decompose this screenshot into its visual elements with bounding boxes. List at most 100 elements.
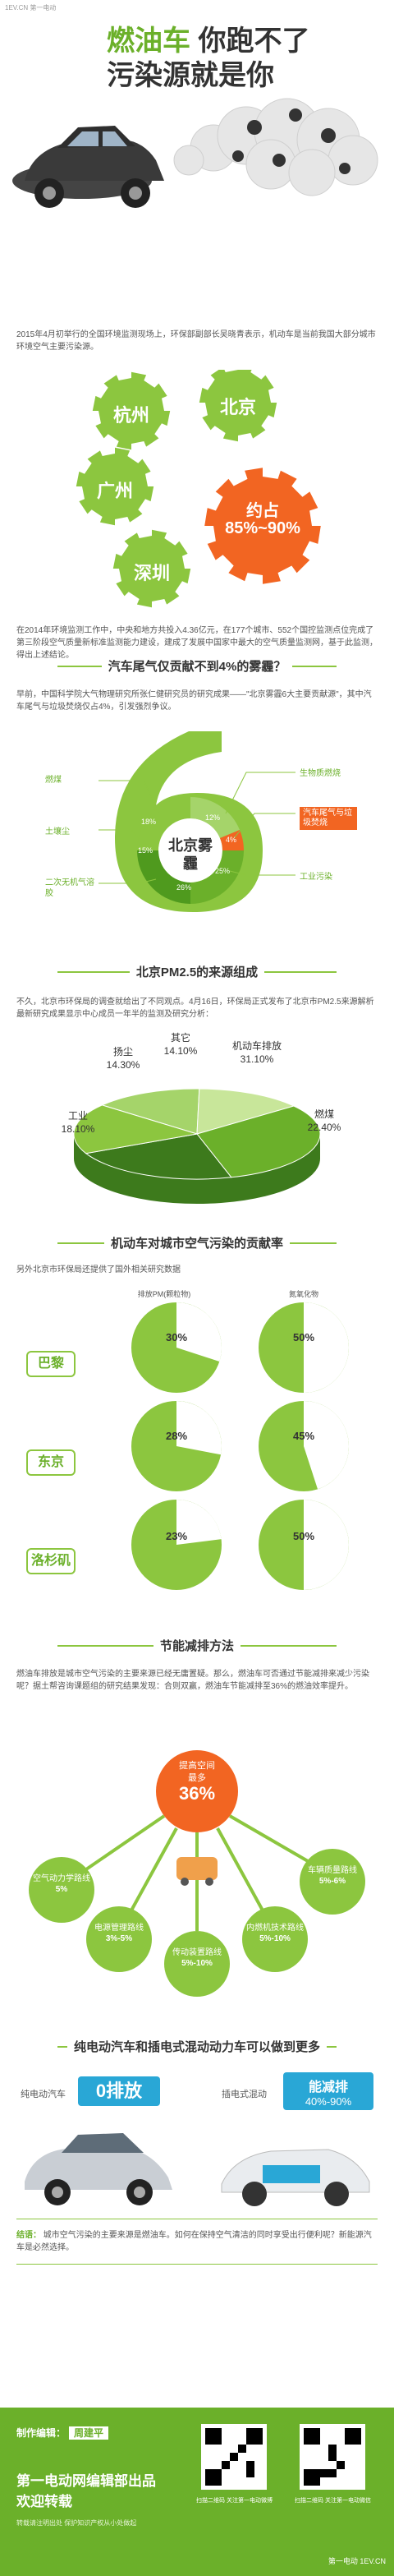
six-label-vehicle: 汽车尾气与垃圾焚烧 bbox=[300, 807, 357, 830]
hero-title-line2: 污染源就是你 bbox=[107, 60, 274, 91]
la-nox-value: 50% bbox=[292, 1530, 315, 1542]
la-pm-value: 23% bbox=[165, 1530, 188, 1542]
tokyo-nox-value: 45% bbox=[292, 1430, 315, 1442]
section4-text: 燃油车排放是城市空气污染的主要来源已经无庸置疑。那么，燃油车可否通过节能减排来减… bbox=[16, 1670, 369, 1691]
ev-label: 纯电动汽车 bbox=[21, 2090, 66, 2099]
col-header-nox: 氮氧化物 bbox=[288, 1290, 318, 1298]
city-label-beijing: 北京 bbox=[219, 398, 256, 418]
gear-shenzhen bbox=[112, 529, 191, 608]
footer: 制作编辑： 周建平 第一电动网编辑部出品 欢迎转载 转载请注明出处 保护知识产权从… bbox=[0, 2408, 394, 2576]
section3-title: 机动车对城市空气污染的贡献率 bbox=[0, 1234, 394, 1251]
six-pct-coal: 18% bbox=[141, 818, 157, 826]
pie-label-industry: 工业 18.10% bbox=[61, 1110, 95, 1135]
pie-pm-1-slice bbox=[176, 1401, 222, 1455]
section1-title: 汽车尾气仅贡献不到4%的雾霾？ bbox=[0, 657, 394, 675]
stats-text: 在2014年环境监测工作中，中央和地方共投入4.36亿元，在177个城市、552… bbox=[16, 626, 378, 660]
energy-saving-diagram bbox=[29, 1750, 365, 1997]
method-weight: 车辆质量路线 5%-6% bbox=[308, 1866, 357, 1886]
pie-label-coal: 燃煤 22.40% bbox=[307, 1108, 341, 1133]
pie-slice bbox=[100, 1088, 200, 1135]
pie-slice bbox=[85, 1133, 232, 1180]
center-sub: 最多 bbox=[188, 1773, 206, 1783]
six-label-coal: 燃煤 bbox=[45, 776, 62, 785]
city-tag-paris: 巴黎 bbox=[26, 1351, 76, 1377]
pie-slice bbox=[196, 1088, 296, 1135]
pie-label-other: 其它 14.10% bbox=[163, 1032, 198, 1057]
summary-box: 结语： 城市空气污染的主要来源是燃油车。如何在保持空气清洁的同时享受出行便利呢？… bbox=[16, 2219, 378, 2265]
six-pct-biomass: 12% bbox=[205, 813, 221, 822]
pie-nox-0-slice bbox=[304, 1302, 349, 1393]
six-label-biomass: 生物质燃烧 bbox=[300, 769, 341, 778]
gear-guangzhou bbox=[76, 447, 154, 526]
hero-title-rest: 你跑不了 bbox=[198, 25, 310, 57]
city-label-guangzhou: 广州 bbox=[96, 482, 133, 502]
about-value: 85%~90% bbox=[225, 519, 300, 537]
summary-text: 城市空气污染的主要来源是燃油车。如何在保持空气清洁的同时享受出行便利呢？新能源汽… bbox=[16, 2231, 372, 2252]
col-header-pm: 排放PM(颗粒物) bbox=[137, 1290, 191, 1298]
six-center-label: 北京雾霾 bbox=[168, 837, 213, 872]
pie-slice bbox=[196, 1105, 321, 1178]
section1-six-chart bbox=[98, 731, 296, 912]
hero-title-green: 燃油车 bbox=[107, 25, 190, 57]
six-pct-aerosol: 26% bbox=[176, 883, 192, 892]
six-label-industry: 工业污染 bbox=[300, 873, 332, 882]
about-label: 约占 bbox=[246, 502, 279, 520]
center-value: 36% bbox=[178, 1783, 216, 1804]
city-tag-tokyo: 东京 bbox=[26, 1449, 76, 1476]
paris-pm-value: 30% bbox=[165, 1331, 188, 1343]
gear-hangzhou bbox=[92, 371, 171, 450]
gear-beijing bbox=[199, 370, 277, 442]
qr-code-wechat[interactable] bbox=[300, 2424, 365, 2490]
intro-text: 2015年4月初举行的全国环境监测现场上，环保部副部长吴晓青表示，机动车是当前我… bbox=[16, 330, 376, 352]
footer-org: 第一电动网编辑部出品 bbox=[16, 2473, 156, 2489]
footer-welcome: 欢迎转载 bbox=[16, 2494, 72, 2509]
site-header: 1EV.CN 第一电动 bbox=[5, 4, 57, 12]
hero-title: 燃油车 你跑不了 bbox=[107, 25, 309, 58]
phev-value: 能减排 40%-90% bbox=[283, 2072, 373, 2110]
method-aero: 空气动力学路线 5% bbox=[33, 1874, 90, 1894]
method-trans: 传动装置路线 5%-10% bbox=[172, 1948, 222, 1968]
section2-text: 不久，北京市环保局的调查就给出了不同观点。4月16日，环保局正式发布了北京市PM… bbox=[16, 998, 374, 1019]
section2-title: 北京PM2.5的来源组成 bbox=[0, 963, 394, 980]
gear-about bbox=[204, 468, 321, 584]
city-label-hangzhou: 杭州 bbox=[112, 406, 149, 426]
section4-title: 节能减排方法 bbox=[0, 1637, 394, 1654]
six-label-aerosol: 二次无机气溶胶 bbox=[45, 878, 94, 898]
six-pct-vehicle: 4% bbox=[226, 836, 237, 844]
city-label-shenzhen: 深圳 bbox=[133, 564, 170, 584]
pie-label-vehicle: 机动车排放 31.10% bbox=[231, 1040, 282, 1065]
pie-nox-2-slice bbox=[304, 1500, 349, 1590]
hero-car-illustration bbox=[12, 98, 378, 208]
footer-note: 转载请注明出处 保护知识产权从小处做起 bbox=[16, 2519, 137, 2527]
qr-caption-wechat: 扫描二维码 关注第一电动微信 bbox=[295, 2498, 371, 2504]
cities-gear-diagram bbox=[76, 370, 321, 608]
pie-slice bbox=[73, 1104, 198, 1154]
phev-label: 插电式混动 bbox=[222, 2090, 267, 2099]
ev-value: 0排放 bbox=[78, 2076, 160, 2106]
section3-text: 另外北京市环保局还提供了国外相关研究数据 bbox=[16, 1265, 181, 1274]
center-label: 提高空间 bbox=[179, 1761, 215, 1771]
pie-pm-2-slice bbox=[176, 1500, 222, 1545]
footer-editor: 制作编辑： 周建平 bbox=[16, 2426, 109, 2440]
section5-title: 纯电动汽车和插电式混动动力车可以做到更多 bbox=[0, 2038, 394, 2055]
ev-car-illustration bbox=[25, 2133, 172, 2205]
pie-pm-0-slice bbox=[176, 1302, 222, 1362]
method-engine: 内燃机技术路线 5%-10% bbox=[246, 1924, 304, 1943]
six-pct-soil: 15% bbox=[138, 846, 153, 855]
pm25-pie-chart bbox=[73, 1088, 321, 1204]
section1-text: 早前，中国科学院大气物理研究所张仁健研究员的研究成果——"北京雾霾6大主要贡献源… bbox=[16, 690, 372, 712]
city-tag-la: 洛杉矶 bbox=[26, 1548, 76, 1574]
six-label-soil: 土壤尘 bbox=[45, 827, 70, 836]
city-pies-grid bbox=[131, 1302, 349, 1590]
qr-code-weibo[interactable] bbox=[201, 2424, 267, 2490]
tokyo-pm-value: 28% bbox=[165, 1430, 188, 1442]
pie-label-dust: 扬尘 14.30% bbox=[106, 1046, 140, 1071]
qr-caption-weibo: 扫描二维码 关注第一电动微博 bbox=[196, 2498, 273, 2504]
six-pct-industry: 25% bbox=[215, 867, 231, 875]
footer-brand: 第一电动 1EV.CN bbox=[328, 2557, 386, 2565]
pie-nox-1-slice bbox=[304, 1401, 349, 1490]
method-power: 电源管理路线 3%-5% bbox=[94, 1924, 144, 1943]
phev-car-illustration bbox=[221, 2149, 370, 2206]
paris-nox-value: 50% bbox=[292, 1331, 315, 1343]
summary-tag: 结语： bbox=[16, 2231, 41, 2240]
